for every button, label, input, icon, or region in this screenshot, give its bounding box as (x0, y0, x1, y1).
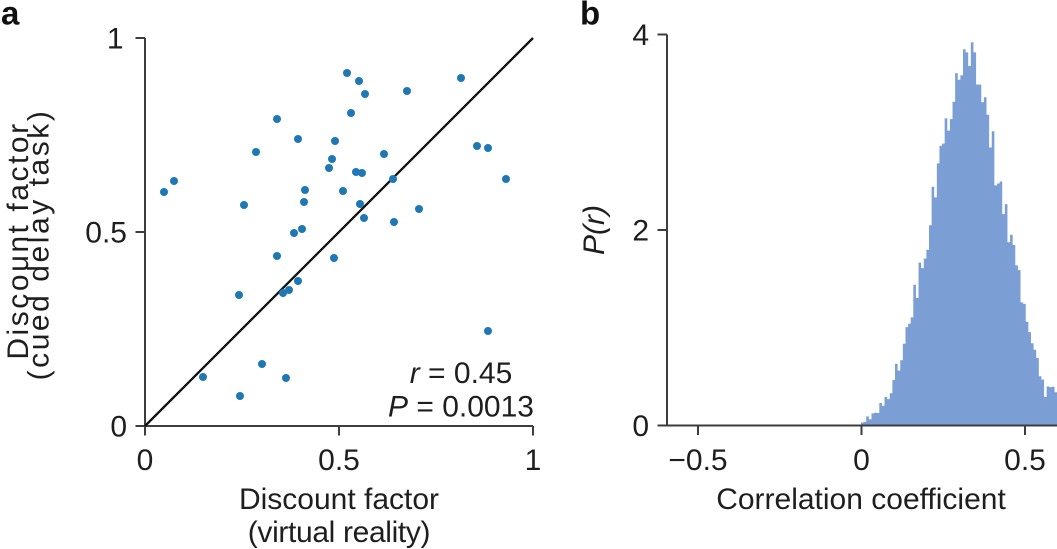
svg-text:0.5: 0.5 (1004, 444, 1046, 477)
svg-text:2: 2 (632, 215, 649, 248)
svg-text:1: 1 (107, 23, 124, 56)
svg-text:0: 0 (632, 410, 649, 443)
svg-text:P = 0.0013: P = 0.0013 (388, 391, 534, 424)
svg-text:0.5: 0.5 (318, 444, 360, 477)
svg-text:a: a (1, 0, 20, 32)
svg-text:(virtual reality): (virtual reality) (248, 516, 430, 549)
svg-text:r = 0.45: r = 0.45 (410, 357, 513, 390)
svg-text:−0.5: −0.5 (668, 444, 727, 477)
svg-text:Correlation coefficient: Correlation coefficient (716, 483, 1006, 516)
svg-text:0: 0 (853, 444, 870, 477)
svg-text:Discount factor: Discount factor (2, 121, 35, 359)
svg-text:Discount factor: Discount factor (239, 483, 439, 516)
svg-text:(cued delay task): (cued delay task) (23, 109, 56, 381)
svg-text:1: 1 (525, 444, 542, 477)
svg-text:0: 0 (137, 444, 154, 477)
svg-text:0: 0 (110, 411, 127, 444)
svg-text:b: b (580, 0, 600, 32)
svg-text:4: 4 (632, 19, 649, 52)
svg-text:0.5: 0.5 (85, 217, 127, 250)
svg-text:P(r): P(r) (578, 205, 611, 255)
